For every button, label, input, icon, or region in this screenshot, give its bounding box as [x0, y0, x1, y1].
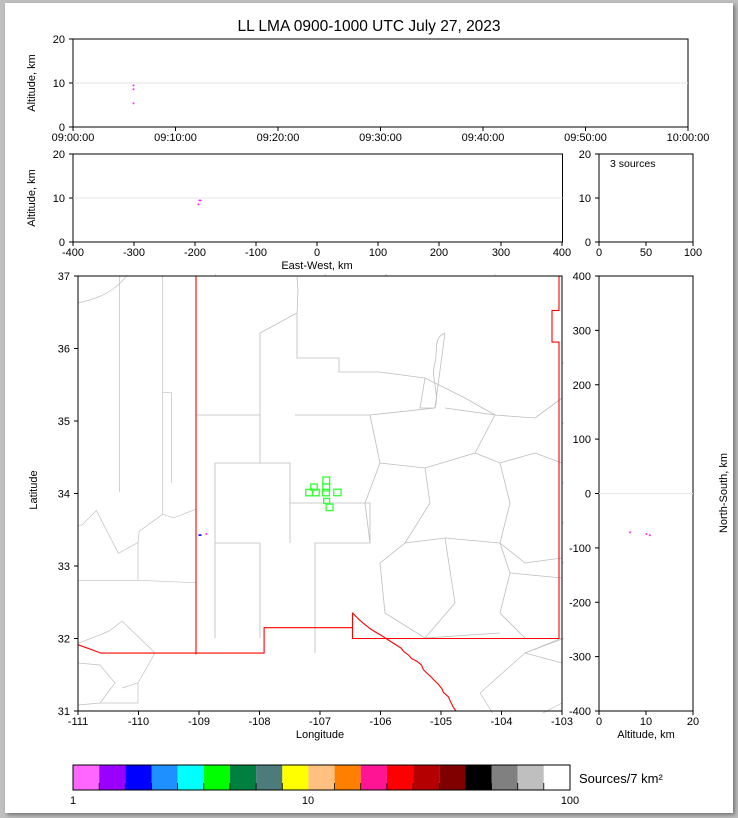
svg-text:20: 20 [687, 716, 699, 728]
svg-text:100: 100 [369, 247, 387, 259]
svg-text:200: 200 [430, 247, 448, 259]
svg-text:Latitude: Latitude [28, 470, 40, 509]
svg-text:31: 31 [58, 706, 70, 718]
svg-text:09:00:00: 09:00:00 [52, 132, 95, 144]
svg-text:10: 10 [53, 193, 65, 205]
svg-text:300: 300 [492, 247, 510, 259]
svg-text:-300: -300 [123, 247, 145, 259]
svg-text:East-West, km: East-West, km [281, 260, 352, 272]
svg-text:10: 10 [302, 795, 314, 807]
svg-text:09:40:00: 09:40:00 [462, 132, 505, 144]
svg-text:-200: -200 [569, 597, 591, 609]
svg-text:-400: -400 [569, 706, 591, 718]
svg-text:3 sources: 3 sources [610, 158, 656, 170]
svg-text:Altitude, km: Altitude, km [26, 54, 38, 111]
svg-text:North-South, km: North-South, km [718, 453, 730, 533]
svg-text:09:30:00: 09:30:00 [359, 132, 402, 144]
svg-text:10:00:00: 10:00:00 [667, 132, 710, 144]
svg-text:400: 400 [573, 271, 591, 283]
svg-text:09:10:00: 09:10:00 [154, 132, 197, 144]
svg-text:-109: -109 [188, 716, 210, 728]
svg-text:20: 20 [579, 149, 591, 161]
svg-text:100: 100 [684, 247, 702, 259]
svg-text:0: 0 [314, 247, 320, 259]
svg-text:-107: -107 [309, 716, 331, 728]
svg-text:0: 0 [585, 237, 591, 249]
svg-text:-200: -200 [184, 247, 206, 259]
svg-text:50: 50 [640, 247, 652, 259]
svg-text:33: 33 [58, 561, 70, 573]
svg-text:Altitude, km: Altitude, km [617, 729, 674, 741]
svg-text:20: 20 [53, 149, 65, 161]
svg-text:-105: -105 [430, 716, 452, 728]
svg-text:-104: -104 [490, 716, 512, 728]
svg-text:-100: -100 [569, 543, 591, 555]
svg-text:0: 0 [596, 247, 602, 259]
svg-text:34: 34 [58, 489, 70, 501]
svg-text:-400: -400 [62, 247, 84, 259]
svg-text:-300: -300 [569, 652, 591, 664]
svg-text:100: 100 [561, 795, 579, 807]
svg-text:0: 0 [596, 716, 602, 728]
svg-text:32: 32 [58, 634, 70, 646]
svg-text:300: 300 [573, 325, 591, 337]
svg-text:09:20:00: 09:20:00 [257, 132, 300, 144]
svg-text:09:50:00: 09:50:00 [564, 132, 607, 144]
svg-text:37: 37 [58, 271, 70, 283]
svg-text:-108: -108 [248, 716, 270, 728]
svg-text:Longitude: Longitude [296, 729, 344, 741]
svg-text:0: 0 [585, 489, 591, 501]
svg-text:35: 35 [58, 416, 70, 428]
svg-text:-110: -110 [128, 716, 149, 728]
svg-text:-106: -106 [369, 716, 391, 728]
svg-text:10: 10 [640, 716, 652, 728]
svg-text:-111: -111 [68, 716, 88, 728]
svg-text:LL LMA 0900-1000 UTC July 27,: LL LMA 0900-1000 UTC July 27, 2023 [237, 18, 500, 35]
svg-text:20: 20 [53, 34, 65, 46]
svg-text:-100: -100 [245, 247, 267, 259]
svg-text:1: 1 [70, 795, 76, 807]
svg-text:10: 10 [579, 193, 591, 205]
svg-text:36: 36 [58, 344, 70, 356]
svg-text:200: 200 [573, 380, 591, 392]
svg-text:100: 100 [573, 434, 591, 446]
svg-text:Sources/7 km²: Sources/7 km² [579, 771, 663, 786]
svg-text:Altitude, km: Altitude, km [26, 169, 38, 226]
svg-text:10: 10 [53, 78, 65, 90]
svg-text:400: 400 [553, 247, 571, 259]
